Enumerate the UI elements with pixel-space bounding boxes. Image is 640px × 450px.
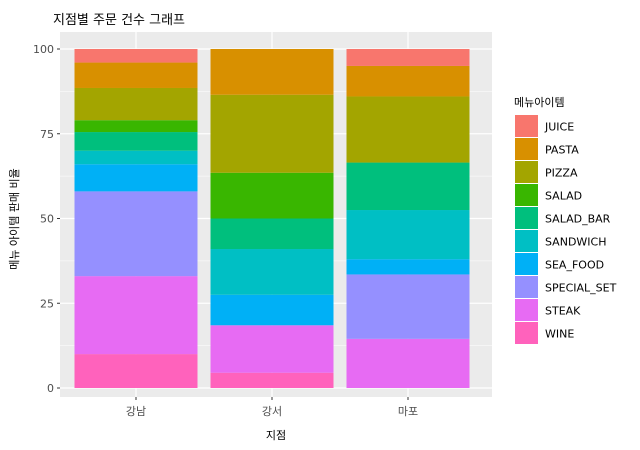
bar-segment-special-set [74, 191, 198, 277]
bar-segment-sea-food [210, 294, 334, 326]
legend-label: JUICE [544, 121, 574, 134]
legend-key [515, 115, 538, 137]
legend-key [515, 230, 538, 252]
bar-segment-wine [210, 372, 334, 388]
bar-segment-sandwich [74, 150, 198, 165]
bar-segment-salad-bar [74, 132, 198, 151]
legend-label: SALAD_BAR [545, 213, 611, 226]
legend-label: PIZZA [545, 167, 578, 180]
legend-label: SEA_FOOD [545, 259, 604, 272]
bar-segment-salad-bar [346, 162, 470, 211]
bar-segment-pizza [74, 87, 198, 121]
legend-title: 메뉴아이템 [514, 96, 565, 109]
bar-segment-sandwich [346, 210, 470, 260]
legend-label: STEAK [545, 305, 581, 318]
bar-segment-sea-food [346, 259, 470, 275]
bar-segment-sea-food [74, 164, 198, 192]
x-tick-label: 강서 [262, 405, 282, 418]
legend-key [515, 322, 538, 344]
x-tick-label: 마포 [398, 405, 418, 418]
bar-segment-salad [74, 120, 198, 133]
legend-key [515, 207, 538, 229]
bar-segment-pizza [210, 94, 334, 173]
y-tick-label: 100 [33, 43, 54, 56]
bar-segment-pizza [346, 96, 470, 163]
y-axis: 0 25 50 75 100 [33, 43, 60, 395]
y-axis-title: 메뉴 아이템 판매 비율 [8, 168, 21, 270]
x-axis: 강남 강서 마포 [126, 397, 418, 418]
bar-segment-pasta [346, 65, 470, 97]
bar-segment-special-set [346, 274, 470, 339]
legend-label: SPECIAL_SET [545, 282, 617, 295]
y-tick-label: 0 [47, 382, 54, 395]
chart-title: 지점별 주문 건수 그래프 [53, 13, 185, 28]
bar-segment-steak [210, 325, 334, 373]
legend-key [515, 138, 538, 160]
bar-segment-pasta [74, 62, 198, 88]
bars [74, 49, 470, 388]
legend: 메뉴아이템 JUICE PASTA PIZZA SALAD SALAD_BAR SANDW… [514, 96, 617, 344]
bar-segment-wine [74, 354, 198, 388]
y-tick-label: 75 [40, 128, 54, 141]
legend-key [515, 184, 538, 206]
y-tick-label: 25 [40, 297, 54, 310]
legend-label: SALAD [545, 190, 582, 203]
y-tick-label: 50 [40, 213, 54, 226]
legend-key [515, 299, 538, 321]
bar-segment-juice [346, 49, 470, 66]
bar-segment-steak [346, 338, 470, 388]
legend-key [515, 276, 538, 298]
legend-key [515, 161, 538, 183]
legend-key [515, 253, 538, 275]
bar-segment-juice [74, 49, 198, 63]
legend-label: WINE [545, 328, 574, 341]
x-axis-title: 지점 [266, 429, 286, 442]
bar-segment-pasta [210, 49, 334, 95]
bar-segment-sandwich [210, 249, 334, 295]
legend-label: PASTA [545, 144, 579, 157]
x-tick-label: 강남 [126, 405, 146, 418]
bar-segment-salad-bar [210, 218, 334, 250]
bar-segment-salad [210, 172, 334, 219]
legend-label: SANDWICH [545, 236, 606, 249]
bar-segment-steak [74, 276, 198, 355]
